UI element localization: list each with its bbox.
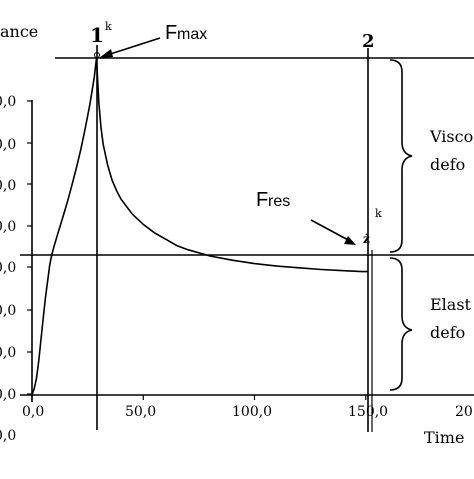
elast-label-line2: defo xyxy=(430,323,465,342)
visco-brace xyxy=(389,59,413,253)
fres-subscript: res xyxy=(268,193,290,210)
fres-arrowhead xyxy=(344,236,356,245)
point-1-marker xyxy=(94,52,100,58)
point-2-marker: ż xyxy=(363,232,370,246)
y-tick-label: 0,0 xyxy=(0,178,16,194)
y-tick-label: 0,0 xyxy=(0,219,16,235)
fmax-subscript: max xyxy=(177,26,207,43)
x-tick-label: 0,0 xyxy=(22,404,44,420)
y-tick-label: 0,0 xyxy=(0,137,16,153)
y-tick-label: 0,0 xyxy=(0,387,16,403)
elast-brace xyxy=(389,257,413,391)
visco-label-line1: Visco xyxy=(429,127,473,146)
axis-ticks xyxy=(27,100,367,400)
fres-label: F xyxy=(256,189,268,211)
elast-label-line1: Elast xyxy=(430,295,472,314)
x-tick-label: 20 xyxy=(455,404,473,420)
fmax-arrow xyxy=(103,37,161,57)
point-1-superscript: k xyxy=(105,20,112,33)
x-tick-label: 50,0 xyxy=(125,404,156,420)
fres-arrow xyxy=(310,219,351,242)
series-line xyxy=(31,57,368,396)
y-tick-label: 0,0 xyxy=(0,303,16,319)
y-tick-label: 0,0 xyxy=(0,94,16,110)
x-tick-label: 150,0 xyxy=(348,404,388,420)
y-axis-label: ance xyxy=(0,22,38,41)
x-axis-label: Time xyxy=(424,428,464,447)
y-tick-label: 0,0 xyxy=(0,260,16,276)
fmax-label: F xyxy=(165,22,177,44)
point-2-superscript: k xyxy=(375,207,382,220)
fmax-arrowhead xyxy=(99,49,113,58)
x-tick-label: 100,0 xyxy=(232,404,272,420)
y-tick-label: 0,0 xyxy=(0,345,16,361)
point-1-label: 1 xyxy=(90,23,104,47)
visco-label-line2: defo xyxy=(430,155,465,174)
y-tick-label: 0,0 xyxy=(0,428,16,444)
point-2-label: 2 xyxy=(362,31,375,52)
